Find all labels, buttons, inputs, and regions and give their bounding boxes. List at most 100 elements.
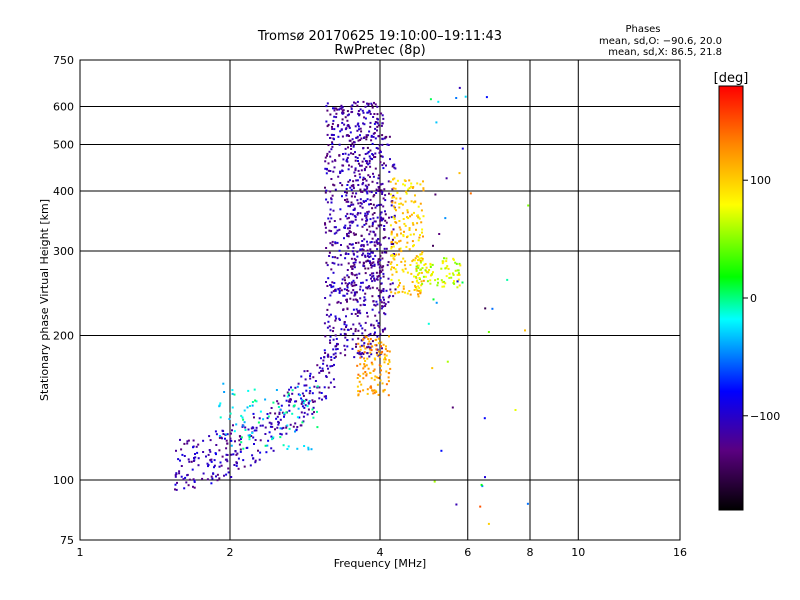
data-point — [244, 426, 247, 429]
data-point — [324, 226, 327, 229]
data-point — [377, 135, 380, 138]
data-point — [444, 217, 447, 220]
data-point — [378, 356, 381, 358]
data-point — [325, 261, 328, 264]
data-point — [364, 184, 367, 187]
data-point — [364, 272, 367, 275]
data-point — [445, 257, 448, 260]
data-point — [370, 251, 373, 254]
data-point — [360, 352, 362, 355]
data-point — [391, 238, 394, 241]
data-point — [378, 266, 381, 269]
data-point — [434, 193, 437, 196]
data-point — [359, 348, 362, 351]
data-point — [232, 453, 235, 456]
data-point — [362, 303, 365, 306]
data-point — [390, 261, 393, 264]
data-point — [350, 165, 353, 168]
data-point — [344, 354, 347, 357]
data-point — [216, 479, 219, 482]
data-point — [357, 311, 360, 314]
data-point — [363, 299, 366, 302]
data-point — [442, 260, 445, 263]
y-tick-label: 200 — [53, 330, 74, 343]
data-point — [406, 271, 409, 274]
data-point — [404, 224, 407, 227]
data-point — [353, 171, 356, 174]
data-point — [356, 255, 359, 258]
data-point — [396, 234, 399, 237]
data-point — [213, 459, 216, 462]
data-point — [253, 443, 255, 445]
data-point — [381, 257, 384, 260]
data-point — [457, 272, 460, 275]
data-point — [370, 345, 373, 348]
data-point — [368, 256, 371, 259]
data-point — [322, 362, 325, 365]
data-point — [276, 426, 279, 429]
data-point — [341, 169, 344, 172]
data-point — [350, 144, 352, 147]
data-point — [340, 128, 343, 131]
data-point — [378, 272, 381, 275]
data-point — [356, 213, 359, 216]
data-point — [332, 338, 335, 341]
data-point — [346, 339, 349, 342]
data-point — [379, 365, 382, 368]
data-point — [380, 189, 383, 192]
data-point — [350, 184, 353, 187]
data-point — [300, 397, 303, 400]
data-point — [346, 184, 349, 186]
data-point — [351, 142, 354, 145]
data-point — [400, 260, 403, 263]
data-point — [400, 202, 403, 205]
data-point — [275, 389, 278, 391]
data-point — [372, 154, 375, 156]
data-point — [330, 178, 333, 180]
data-point — [337, 288, 340, 290]
data-point — [243, 421, 246, 424]
data-point — [332, 271, 335, 274]
data-point — [514, 409, 517, 411]
data-point — [360, 383, 363, 386]
data-point — [346, 292, 349, 295]
data-point — [391, 165, 394, 168]
data-point — [363, 363, 366, 366]
data-point — [357, 169, 360, 172]
data-point — [410, 182, 413, 185]
data-point — [333, 232, 336, 235]
data-point — [252, 426, 255, 429]
data-point — [287, 445, 290, 448]
data-point — [361, 160, 364, 163]
data-point — [335, 107, 338, 110]
data-point — [334, 289, 337, 292]
data-point — [325, 375, 328, 378]
data-point — [347, 235, 350, 238]
data-point — [259, 424, 262, 427]
data-point — [334, 241, 337, 244]
data-point — [339, 254, 342, 257]
data-point — [288, 409, 291, 412]
data-point — [368, 233, 371, 236]
data-point — [338, 108, 341, 111]
data-point — [366, 146, 369, 149]
data-point — [383, 162, 385, 165]
data-point — [407, 217, 410, 220]
data-point — [399, 247, 402, 250]
data-point — [396, 233, 399, 236]
data-point — [400, 250, 403, 253]
data-point — [395, 253, 398, 256]
data-point — [391, 273, 394, 276]
data-point — [214, 430, 217, 433]
data-point — [220, 464, 223, 467]
data-point — [346, 198, 349, 201]
data-point — [341, 118, 344, 121]
data-point — [303, 445, 306, 447]
data-point — [327, 162, 330, 165]
data-point — [394, 292, 397, 295]
data-point — [354, 330, 357, 333]
data-point — [355, 345, 357, 348]
data-point — [355, 291, 358, 294]
data-point — [444, 282, 447, 285]
data-point — [372, 261, 375, 264]
